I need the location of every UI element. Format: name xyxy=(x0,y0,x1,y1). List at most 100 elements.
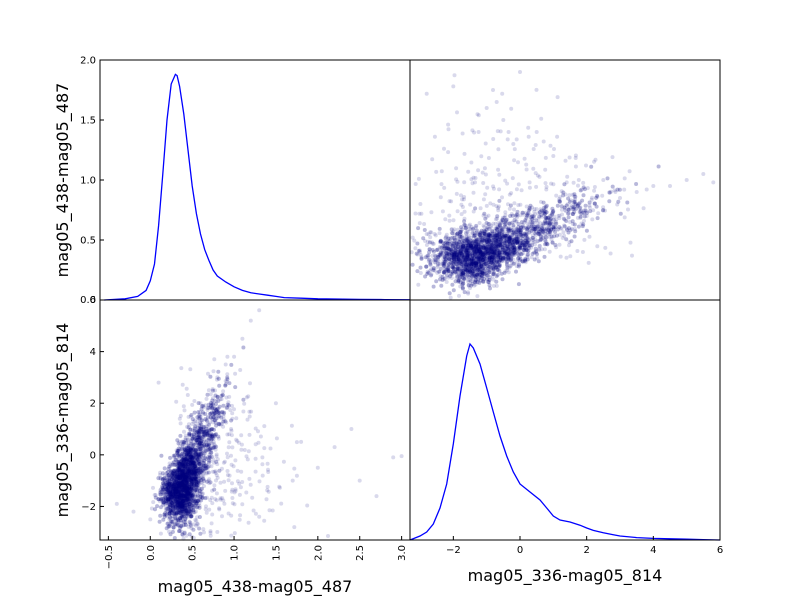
scatter-point xyxy=(527,185,532,190)
scatter-point xyxy=(496,244,501,249)
scatter-point xyxy=(516,203,521,208)
scatter-point xyxy=(562,223,567,228)
scatter-point xyxy=(567,243,571,248)
scatter-point xyxy=(537,238,542,243)
scatter-point xyxy=(461,271,466,276)
scatter-point xyxy=(506,238,511,243)
scatter-point xyxy=(525,235,530,240)
scatter-point xyxy=(525,228,530,233)
scatter-point xyxy=(580,250,585,254)
scatter-point xyxy=(487,251,492,256)
scatter-point xyxy=(493,264,498,269)
scatter-point xyxy=(479,154,484,159)
scatter-point xyxy=(516,236,521,241)
scatter-point xyxy=(506,270,511,275)
scatter-point xyxy=(555,203,560,208)
scatter-point xyxy=(503,235,508,240)
scatter-point xyxy=(459,268,464,273)
scatter-point xyxy=(510,232,515,237)
scatter-point xyxy=(416,176,421,181)
scatter-point xyxy=(505,268,509,273)
scatter-point xyxy=(590,217,595,222)
scatter-point xyxy=(505,263,509,268)
scatter-point xyxy=(547,231,552,236)
kde-line xyxy=(104,73,411,301)
scatter-point xyxy=(486,234,490,239)
scatter-point xyxy=(497,172,502,177)
scatter-point xyxy=(495,235,500,240)
scatter-point xyxy=(511,231,515,236)
scatter-point xyxy=(610,155,615,160)
scatter-point xyxy=(684,178,689,182)
scatter-point xyxy=(466,290,471,295)
scatter-point xyxy=(568,205,573,210)
scatter-point xyxy=(608,251,613,256)
scatter-point xyxy=(529,255,534,260)
scatter-point xyxy=(526,125,531,130)
scatter-point xyxy=(557,242,562,247)
scatter-point xyxy=(491,255,496,260)
scatter-point xyxy=(533,226,538,231)
scatter-point xyxy=(437,269,442,274)
scatter-point xyxy=(534,87,539,92)
scatter-point xyxy=(587,205,592,210)
scatter-point xyxy=(538,233,543,238)
scatter-point xyxy=(519,188,524,193)
scatter-point xyxy=(469,273,474,278)
scatter-point xyxy=(601,178,606,182)
scatter-point xyxy=(491,250,495,255)
scatter-point xyxy=(435,258,440,263)
scatter-point xyxy=(622,187,627,192)
scatter-point xyxy=(481,181,486,185)
scatter-point xyxy=(525,253,530,257)
scatter-point xyxy=(510,240,515,245)
scatter-point xyxy=(485,249,490,254)
scatter-point xyxy=(547,249,552,254)
scatter-point xyxy=(444,280,449,284)
scatter-point xyxy=(462,254,467,259)
scatter-point xyxy=(465,248,470,252)
scatter-point xyxy=(522,156,527,161)
scatter-point xyxy=(204,504,208,509)
scatter-point xyxy=(500,91,505,96)
scatter-point xyxy=(489,231,494,236)
scatter-point xyxy=(600,193,605,198)
scatter-point xyxy=(564,255,569,260)
scatter-point xyxy=(589,197,594,202)
scatter-point xyxy=(481,250,486,255)
scatter-point xyxy=(476,261,481,266)
scatter-point xyxy=(495,255,500,260)
scatter-point xyxy=(668,184,672,188)
scatter-point xyxy=(477,247,482,252)
scatter-point xyxy=(514,236,519,241)
scatter-point xyxy=(473,239,478,244)
scatter-point xyxy=(452,252,457,256)
scatter-point xyxy=(429,210,434,215)
scatter-point xyxy=(447,218,452,223)
scatter-point xyxy=(479,273,484,278)
scatter-point xyxy=(526,242,531,247)
scatter-point xyxy=(519,233,524,238)
scatter-point xyxy=(442,253,447,258)
scatter-point xyxy=(491,238,496,242)
scatter-point xyxy=(527,180,532,185)
scatter-point xyxy=(480,170,485,175)
scatter-point xyxy=(533,224,538,229)
scatter-point xyxy=(566,211,571,215)
scatter-point xyxy=(467,226,472,231)
scatter-point xyxy=(438,252,443,257)
scatter-point xyxy=(486,235,491,240)
scatter-point xyxy=(446,267,451,272)
scatter-point xyxy=(495,263,500,268)
scatter-point xyxy=(542,212,547,217)
scatter-point xyxy=(516,264,521,269)
scatter-point xyxy=(492,247,497,251)
scatter-point xyxy=(481,276,486,281)
scatter-point xyxy=(512,242,517,247)
scatter-point xyxy=(467,260,472,265)
scatter-point xyxy=(469,235,474,240)
scatter-point xyxy=(470,269,475,274)
scatter-point xyxy=(463,268,468,273)
scatter-point xyxy=(419,256,424,261)
scatter-point xyxy=(573,229,578,234)
